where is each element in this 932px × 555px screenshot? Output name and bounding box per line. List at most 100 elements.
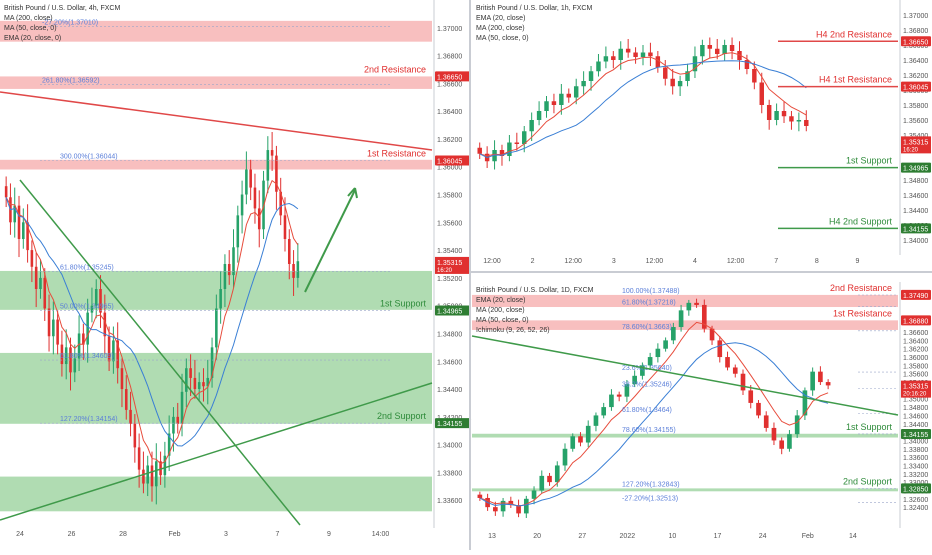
d1-candle bbox=[748, 390, 754, 403]
h4-fib-label: 50.00%(1.34965) bbox=[60, 304, 114, 311]
h1-level-price-tag bbox=[901, 223, 931, 234]
h4-fib-label: 61.80%(1.34609) bbox=[60, 353, 114, 360]
h4-y-tick-label: 1.33800 bbox=[437, 470, 462, 477]
h1-x-tick-label: 3 bbox=[612, 258, 616, 265]
h4-level-price-tag bbox=[435, 155, 471, 166]
h4-candle bbox=[60, 344, 64, 365]
h4-y-tick-label: 1.34000 bbox=[437, 443, 462, 450]
h4-candle bbox=[69, 347, 72, 373]
h4-legend-entry: British Pound / U.S. Dollar, 4h, FXCM bbox=[4, 5, 120, 12]
d1-candle bbox=[585, 425, 591, 443]
h4-candle bbox=[120, 368, 124, 390]
h4-candle bbox=[270, 150, 274, 156]
h1-candle bbox=[551, 101, 557, 105]
h1-x-tick-label: 2 bbox=[531, 258, 535, 265]
h4-candle bbox=[257, 208, 261, 230]
h4-fib-label: -27.20%(1.37010) bbox=[42, 19, 98, 26]
d1-level-price-tag bbox=[901, 483, 931, 494]
d1-candle bbox=[609, 394, 614, 408]
h4-legend-entry: EMA (20, close, 0) bbox=[4, 35, 61, 42]
h1-y-tick-label: 1.37000 bbox=[903, 13, 928, 20]
d1-level-label: 2nd Resistance bbox=[830, 283, 892, 293]
h4-candle bbox=[232, 247, 235, 276]
d1-candle bbox=[802, 390, 808, 416]
d1-fib-label: -27.20%(1.32513) bbox=[622, 495, 678, 502]
h4-arrow-head bbox=[347, 187, 358, 199]
d1-candle bbox=[810, 371, 815, 391]
h4-candle bbox=[240, 194, 244, 216]
d1-y-tick-label: 1.34800 bbox=[903, 405, 928, 412]
h4-candle bbox=[155, 461, 158, 487]
h1-candle bbox=[514, 142, 520, 144]
h4-candle bbox=[52, 319, 55, 337]
h1-candle bbox=[700, 45, 705, 57]
d1-x-tick-label: 10 bbox=[669, 533, 677, 540]
h1-candle bbox=[789, 116, 794, 122]
h4-candle bbox=[86, 312, 89, 345]
d1-trend-line bbox=[471, 335, 899, 416]
d1-zone-sup bbox=[472, 433, 898, 438]
h4-y-tick-label: 1.36000 bbox=[437, 165, 462, 172]
h4-candle bbox=[73, 358, 77, 373]
h1-candle bbox=[611, 56, 616, 60]
h4-y-tick-label: 1.34400 bbox=[437, 387, 462, 394]
d1-legend-entry: MA (50, close, 0) bbox=[476, 317, 529, 324]
h4-candle bbox=[215, 308, 218, 348]
d1-legend-entry: MA (200, close) bbox=[476, 307, 525, 314]
h1-candle bbox=[492, 150, 497, 162]
h4-candle bbox=[159, 461, 162, 476]
h4-candle bbox=[249, 169, 252, 188]
h1-level-label: 1st Support bbox=[846, 156, 893, 166]
h4-candle bbox=[167, 433, 171, 456]
h1-legend-entry: MA (50, close, 0) bbox=[476, 35, 529, 42]
h1-y-tick-label: 1.36600 bbox=[903, 43, 928, 50]
d1-candle bbox=[725, 357, 730, 368]
h4-candle bbox=[94, 289, 98, 306]
d1-y-tick-label: 1.35000 bbox=[903, 397, 928, 404]
d1-x-tick-label: 24 bbox=[759, 533, 767, 540]
h4-current-price-tag bbox=[435, 256, 471, 274]
d1-candle bbox=[601, 407, 607, 416]
h4-candle bbox=[180, 391, 184, 424]
h1-candle bbox=[781, 111, 787, 117]
h1-candle bbox=[559, 93, 564, 105]
d1-candle bbox=[655, 348, 661, 358]
d1-fib-label: 78.60%(1.3663) bbox=[622, 324, 672, 331]
h4-level-price-tag bbox=[435, 305, 471, 316]
h1-legend-entry: EMA (20, close) bbox=[476, 15, 525, 22]
d1-candle bbox=[516, 505, 521, 514]
d1-candle bbox=[539, 475, 545, 491]
d1-candle bbox=[771, 427, 777, 441]
h4-legend-entry: MA (200, close) bbox=[4, 15, 53, 22]
d1-y-tick-label: 1.34400 bbox=[903, 422, 928, 429]
h1-candle bbox=[796, 120, 802, 122]
h4-y-tick-label: 1.35200 bbox=[437, 276, 462, 283]
h1-candle bbox=[655, 56, 661, 68]
d1-y-tick-label: 1.32600 bbox=[903, 497, 928, 504]
h4-level-price-tag bbox=[435, 71, 471, 82]
d1-candle bbox=[593, 415, 599, 426]
h4-y-tick-label: 1.36200 bbox=[437, 137, 462, 144]
h1-level-price-text: 1.36045 bbox=[903, 85, 928, 92]
h1-y-tick-label: 1.34800 bbox=[903, 178, 928, 185]
h1-x-tick-label: 12:00 bbox=[564, 258, 582, 265]
h4-candle bbox=[17, 205, 21, 239]
h4-level-price-text: 1.34155 bbox=[437, 421, 462, 428]
h4-candle bbox=[77, 333, 81, 359]
h4-y-tick-label: 1.36800 bbox=[437, 54, 462, 61]
h4-candle bbox=[163, 455, 167, 476]
d1-candle bbox=[794, 415, 800, 435]
d1-candle bbox=[686, 302, 692, 311]
h1-level-price-text: 1.34965 bbox=[903, 166, 928, 173]
h4-ma50-line bbox=[5, 197, 299, 447]
d1-x-tick-label: 13 bbox=[488, 533, 496, 540]
d1-level-price-text: 1.36880 bbox=[903, 318, 928, 325]
d1-legend-entry: Ichimoku (9, 26, 52, 26) bbox=[476, 327, 550, 334]
h4-current-price: 1.35315 bbox=[437, 260, 462, 267]
h4-candle bbox=[64, 347, 68, 365]
d1-level-price-text: 1.32850 bbox=[903, 486, 928, 493]
h4-candle bbox=[219, 289, 222, 309]
h1-candle bbox=[766, 105, 772, 120]
h1-candle bbox=[714, 48, 720, 54]
h1-candle bbox=[625, 48, 631, 53]
